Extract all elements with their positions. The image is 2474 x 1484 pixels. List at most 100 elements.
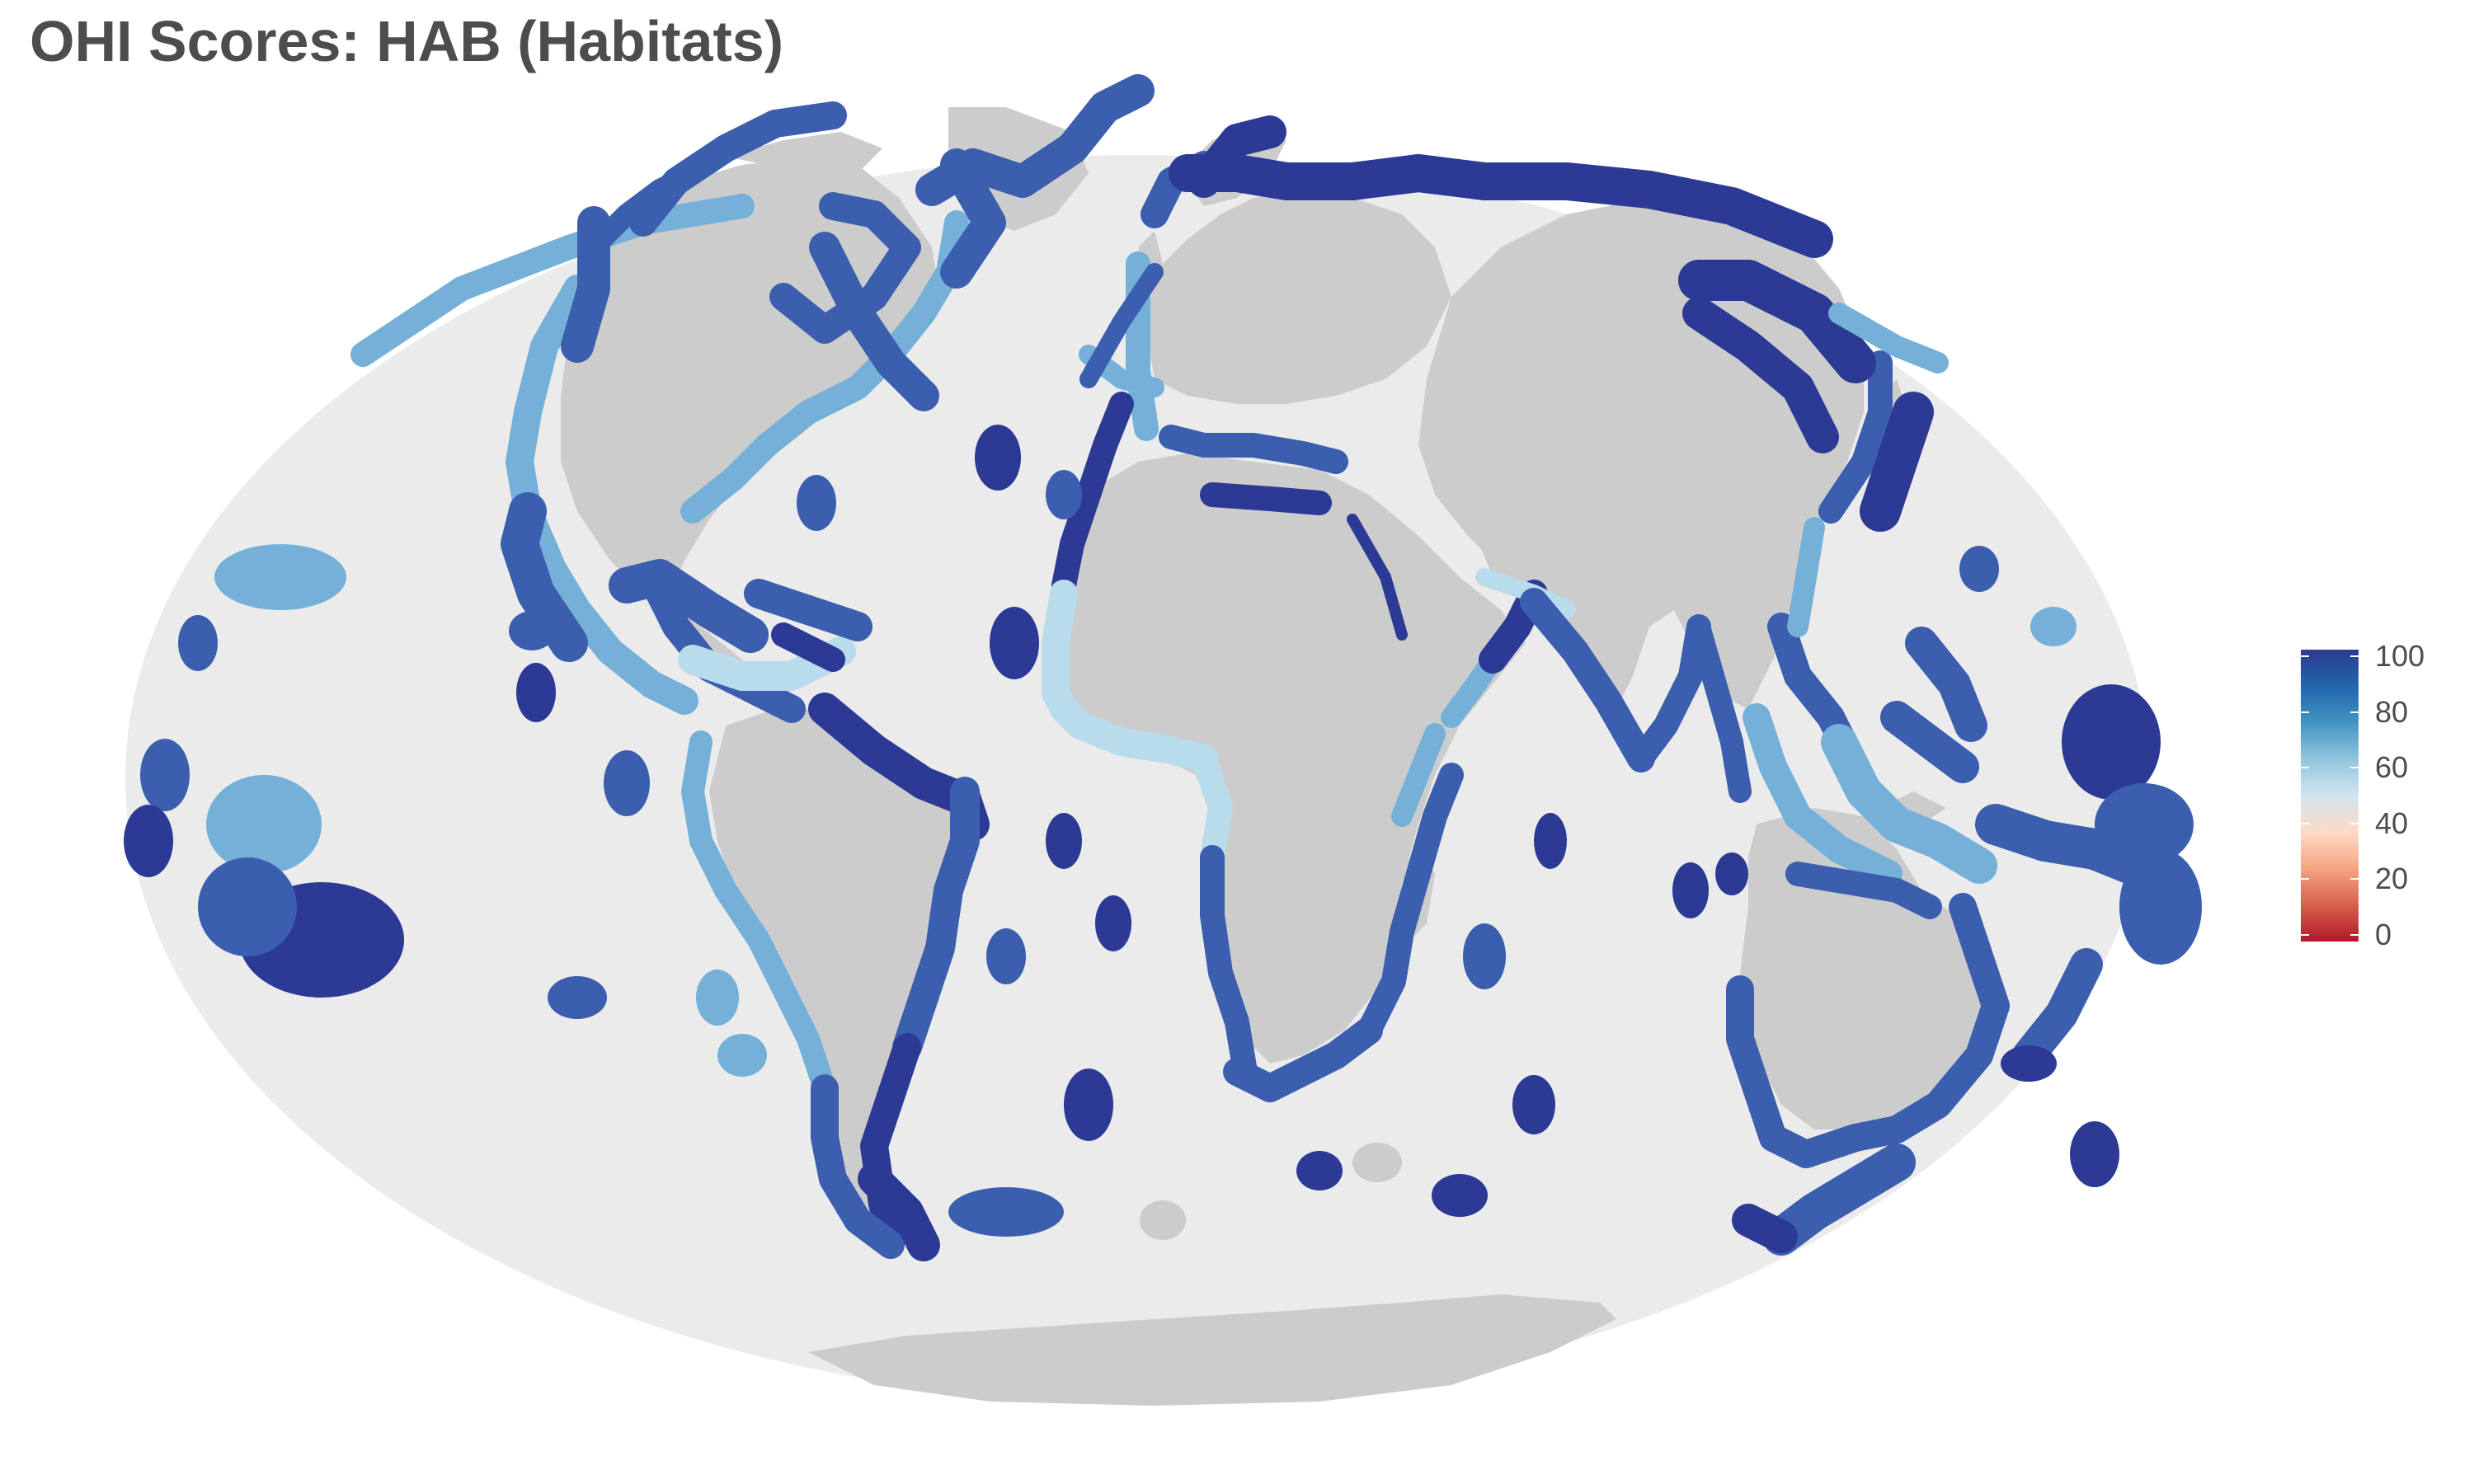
mediterranean-north-region — [1159, 425, 1348, 474]
solomon-region — [2095, 783, 2194, 866]
chagos-region — [1534, 813, 1567, 869]
legend-color-bar — [2301, 650, 2359, 942]
gulf-of-mexico-region — [609, 559, 769, 653]
bermuda-region — [797, 475, 836, 531]
south-georgia-region — [948, 1187, 1064, 1237]
crozet-region — [1512, 1075, 1555, 1134]
sub-antarctic-land-2 — [1140, 1200, 1186, 1240]
vanuatu-region — [2119, 849, 2202, 965]
south-america-land — [709, 709, 957, 1237]
baja-coast-region — [501, 492, 588, 662]
us-west-coast-region — [506, 275, 698, 715]
sea-of-okhotsk-region — [1682, 297, 1839, 453]
canada-arctic-band — [583, 162, 703, 258]
kiribati-region — [140, 739, 190, 811]
argentina-region — [860, 1033, 921, 1251]
gulf-of-guinea-region — [1192, 746, 1233, 870]
cook-islands-region — [198, 857, 297, 956]
greenland-region — [915, 74, 1155, 206]
hawaii-region — [178, 615, 218, 671]
revillagigedo-region — [509, 611, 555, 650]
azores-region — [975, 425, 1021, 491]
micronesia-region — [2062, 684, 2161, 800]
russia-arctic-region — [1169, 154, 1833, 258]
score-regions-layer — [350, 74, 2157, 1261]
borneo-region — [1880, 701, 1979, 783]
map-title: OHI Scores: HAB (Habitats) — [30, 9, 784, 73]
island-regions-layer — [124, 425, 2202, 1240]
kamchatka-region — [1678, 260, 1876, 383]
kerguelen-region — [1432, 1174, 1488, 1217]
ogasawara-region — [1959, 546, 1999, 592]
reunion-mauritius-region — [1463, 923, 1506, 989]
gough-region — [1064, 1068, 1113, 1141]
antarctica-land — [808, 1294, 1616, 1406]
phoenix-region — [124, 805, 173, 877]
pitcairn-region — [548, 976, 607, 1019]
indonesia-region — [1821, 724, 1997, 884]
europe-land — [1146, 190, 1451, 404]
canadian-arctic-land — [726, 132, 882, 173]
india-west-region — [1520, 588, 1655, 773]
us-east-coast-region — [680, 210, 969, 524]
legend-label: 80 — [2375, 694, 2409, 729]
korea-region — [1818, 350, 1893, 524]
africa-land — [1064, 453, 1526, 1064]
legend-label: 60 — [2375, 750, 2409, 785]
cocos-region — [1672, 862, 1709, 918]
peru-chile-region — [681, 730, 836, 1100]
australia-east-region — [1883, 893, 2010, 1144]
juan-fernandez-region — [717, 1034, 767, 1077]
tasman-region — [2012, 948, 2103, 1072]
east-africa-pale-region — [1391, 723, 1446, 827]
mediterranean-south-region — [1200, 482, 1332, 515]
legend-label: 20 — [2375, 862, 2409, 896]
clipperton-region — [516, 663, 556, 722]
philippines-region — [1905, 627, 1987, 742]
ascension-region — [1046, 813, 1082, 869]
tuvalu-region — [206, 775, 322, 874]
hudson-region — [809, 232, 939, 411]
red-sea-region — [1347, 514, 1408, 641]
lord-howe-region — [2001, 1045, 2057, 1082]
line-islands-region — [214, 544, 346, 610]
west-africa-region — [1042, 580, 1218, 773]
mozambique-region — [1357, 763, 1464, 1043]
st-helena-region — [1095, 895, 1131, 951]
bouvet-region — [1296, 1151, 1343, 1190]
patagonia-region — [858, 1162, 940, 1261]
chile-south-region — [811, 1074, 905, 1259]
malaysia-region — [1743, 703, 1903, 888]
lesser-antilles-region — [771, 622, 845, 672]
legend-label: 0 — [2375, 918, 2392, 951]
legend-label: 40 — [2375, 805, 2409, 840]
china-coast-region — [1787, 517, 1825, 637]
angola-namibia-region — [1200, 845, 1258, 1084]
arabia-land — [1476, 528, 1534, 594]
bering-region — [1828, 303, 1949, 373]
tristan-region — [986, 928, 1026, 984]
cape-verde-region — [990, 607, 1039, 679]
galapagos-region — [696, 970, 739, 1026]
morocco-coast-region — [1051, 392, 1134, 598]
japan-region — [1860, 392, 1934, 532]
christmas-region — [1715, 852, 1748, 895]
new-zealand-region — [1762, 1144, 1916, 1256]
south-africa-region — [1223, 1017, 1383, 1102]
brazil-east-region — [892, 777, 980, 1062]
legend-label: 100 — [2375, 639, 2425, 673]
alaska-coast-region — [350, 194, 755, 367]
easter-region — [604, 750, 650, 816]
labrador-region — [769, 192, 921, 344]
caribbean-region — [744, 579, 872, 641]
nz-south-region — [1732, 1204, 1798, 1253]
australia-land — [1740, 808, 1987, 1129]
madeira-region — [1046, 470, 1082, 519]
bay-of-biscay-region — [1079, 263, 1164, 388]
auckland-region — [2070, 1121, 2119, 1187]
australia-north-region — [1785, 862, 1942, 919]
australia-west-south-region — [1726, 975, 1911, 1168]
myanmar-region — [1687, 615, 1752, 803]
sub-antarctic-land-1 — [1352, 1143, 1402, 1182]
